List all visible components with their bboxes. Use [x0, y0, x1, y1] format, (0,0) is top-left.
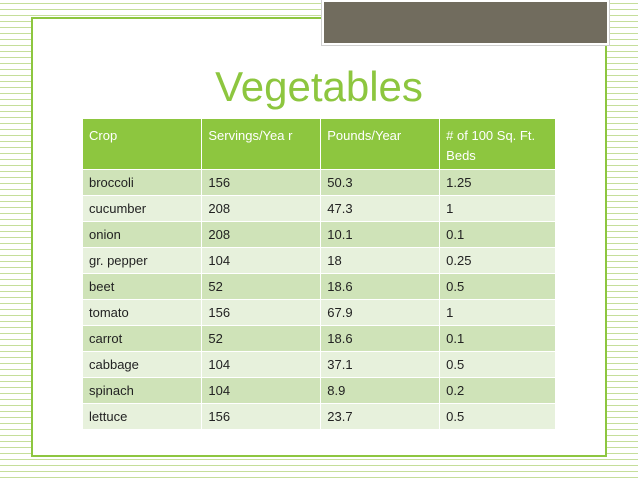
- table-row: cabbage 104 37.1 0.5: [83, 351, 556, 378]
- table-header-row: Crop Servings/Yea r Pounds/Year # of 100…: [83, 119, 556, 170]
- cell-pounds: 8.9: [320, 377, 441, 404]
- table-row: onion 208 10.1 0.1: [83, 221, 556, 248]
- table-row: lettuce 156 23.7 0.5: [83, 403, 556, 430]
- cell-servings: 208: [201, 195, 322, 222]
- background-stripe: [0, 459, 638, 460]
- cell-crop: cucumber: [83, 195, 203, 222]
- cell-beds: 0.25: [439, 247, 556, 274]
- cell-crop: beet: [83, 273, 203, 300]
- cell-beds: 0.5: [439, 403, 556, 430]
- cell-crop: cabbage: [83, 351, 203, 378]
- table-row: tomato 156 67.9 1: [83, 299, 556, 326]
- cell-servings: 52: [201, 325, 322, 352]
- table-body: broccoli 156 50.3 1.25 cucumber 208 47.3 1 onion…: [83, 169, 556, 430]
- cell-pounds: 23.7: [320, 403, 441, 430]
- table-row: beet 52 18.6 0.5: [83, 273, 556, 300]
- cell-pounds: 50.3: [320, 169, 441, 196]
- cell-servings: 104: [201, 377, 322, 404]
- background-stripe: [0, 477, 638, 478]
- header-crop: Crop: [83, 119, 203, 170]
- cell-pounds: 18: [320, 247, 441, 274]
- header-servings: Servings/Yea r: [201, 119, 322, 170]
- vegetables-table: Crop Servings/Yea r Pounds/Year # of 100…: [83, 119, 556, 430]
- cell-crop: spinach: [83, 377, 203, 404]
- cell-pounds: 67.9: [320, 299, 441, 326]
- background-stripe: [0, 15, 638, 16]
- header-beds: # of 100 Sq. Ft. Beds: [439, 119, 556, 170]
- cell-beds: 1: [439, 195, 556, 222]
- cell-servings: 52: [201, 273, 322, 300]
- header-pounds: Pounds/Year: [320, 119, 441, 170]
- cell-beds: 1.25: [439, 169, 556, 196]
- table-row: cucumber 208 47.3 1: [83, 195, 556, 222]
- background-stripe: [0, 471, 638, 472]
- cell-pounds: 18.6: [320, 325, 441, 352]
- cell-crop: carrot: [83, 325, 203, 352]
- cell-pounds: 37.1: [320, 351, 441, 378]
- cell-beds: 1: [439, 299, 556, 326]
- accent-block: [322, 0, 609, 45]
- cell-beds: 0.1: [439, 221, 556, 248]
- cell-beds: 0.2: [439, 377, 556, 404]
- cell-servings: 156: [201, 403, 322, 430]
- table-row: carrot 52 18.6 0.1: [83, 325, 556, 352]
- cell-crop: lettuce: [83, 403, 203, 430]
- cell-crop: broccoli: [83, 169, 203, 196]
- cell-crop: onion: [83, 221, 203, 248]
- background-stripe: [0, 9, 638, 10]
- cell-pounds: 10.1: [320, 221, 441, 248]
- cell-beds: 0.1: [439, 325, 556, 352]
- slide-title: Vegetables: [215, 63, 423, 110]
- cell-pounds: 18.6: [320, 273, 441, 300]
- table-row: spinach 104 8.9 0.2: [83, 377, 556, 404]
- cell-servings: 208: [201, 221, 322, 248]
- cell-servings: 104: [201, 247, 322, 274]
- cell-pounds: 47.3: [320, 195, 441, 222]
- cell-servings: 156: [201, 169, 322, 196]
- cell-servings: 156: [201, 299, 322, 326]
- cell-beds: 0.5: [439, 351, 556, 378]
- table-row: gr. pepper 104 18 0.25: [83, 247, 556, 274]
- background-stripe: [0, 465, 638, 466]
- background-stripe: [0, 3, 638, 4]
- table-row: broccoli 156 50.3 1.25: [83, 169, 556, 196]
- cell-crop: gr. pepper: [83, 247, 203, 274]
- cell-beds: 0.5: [439, 273, 556, 300]
- cell-servings: 104: [201, 351, 322, 378]
- cell-crop: tomato: [83, 299, 203, 326]
